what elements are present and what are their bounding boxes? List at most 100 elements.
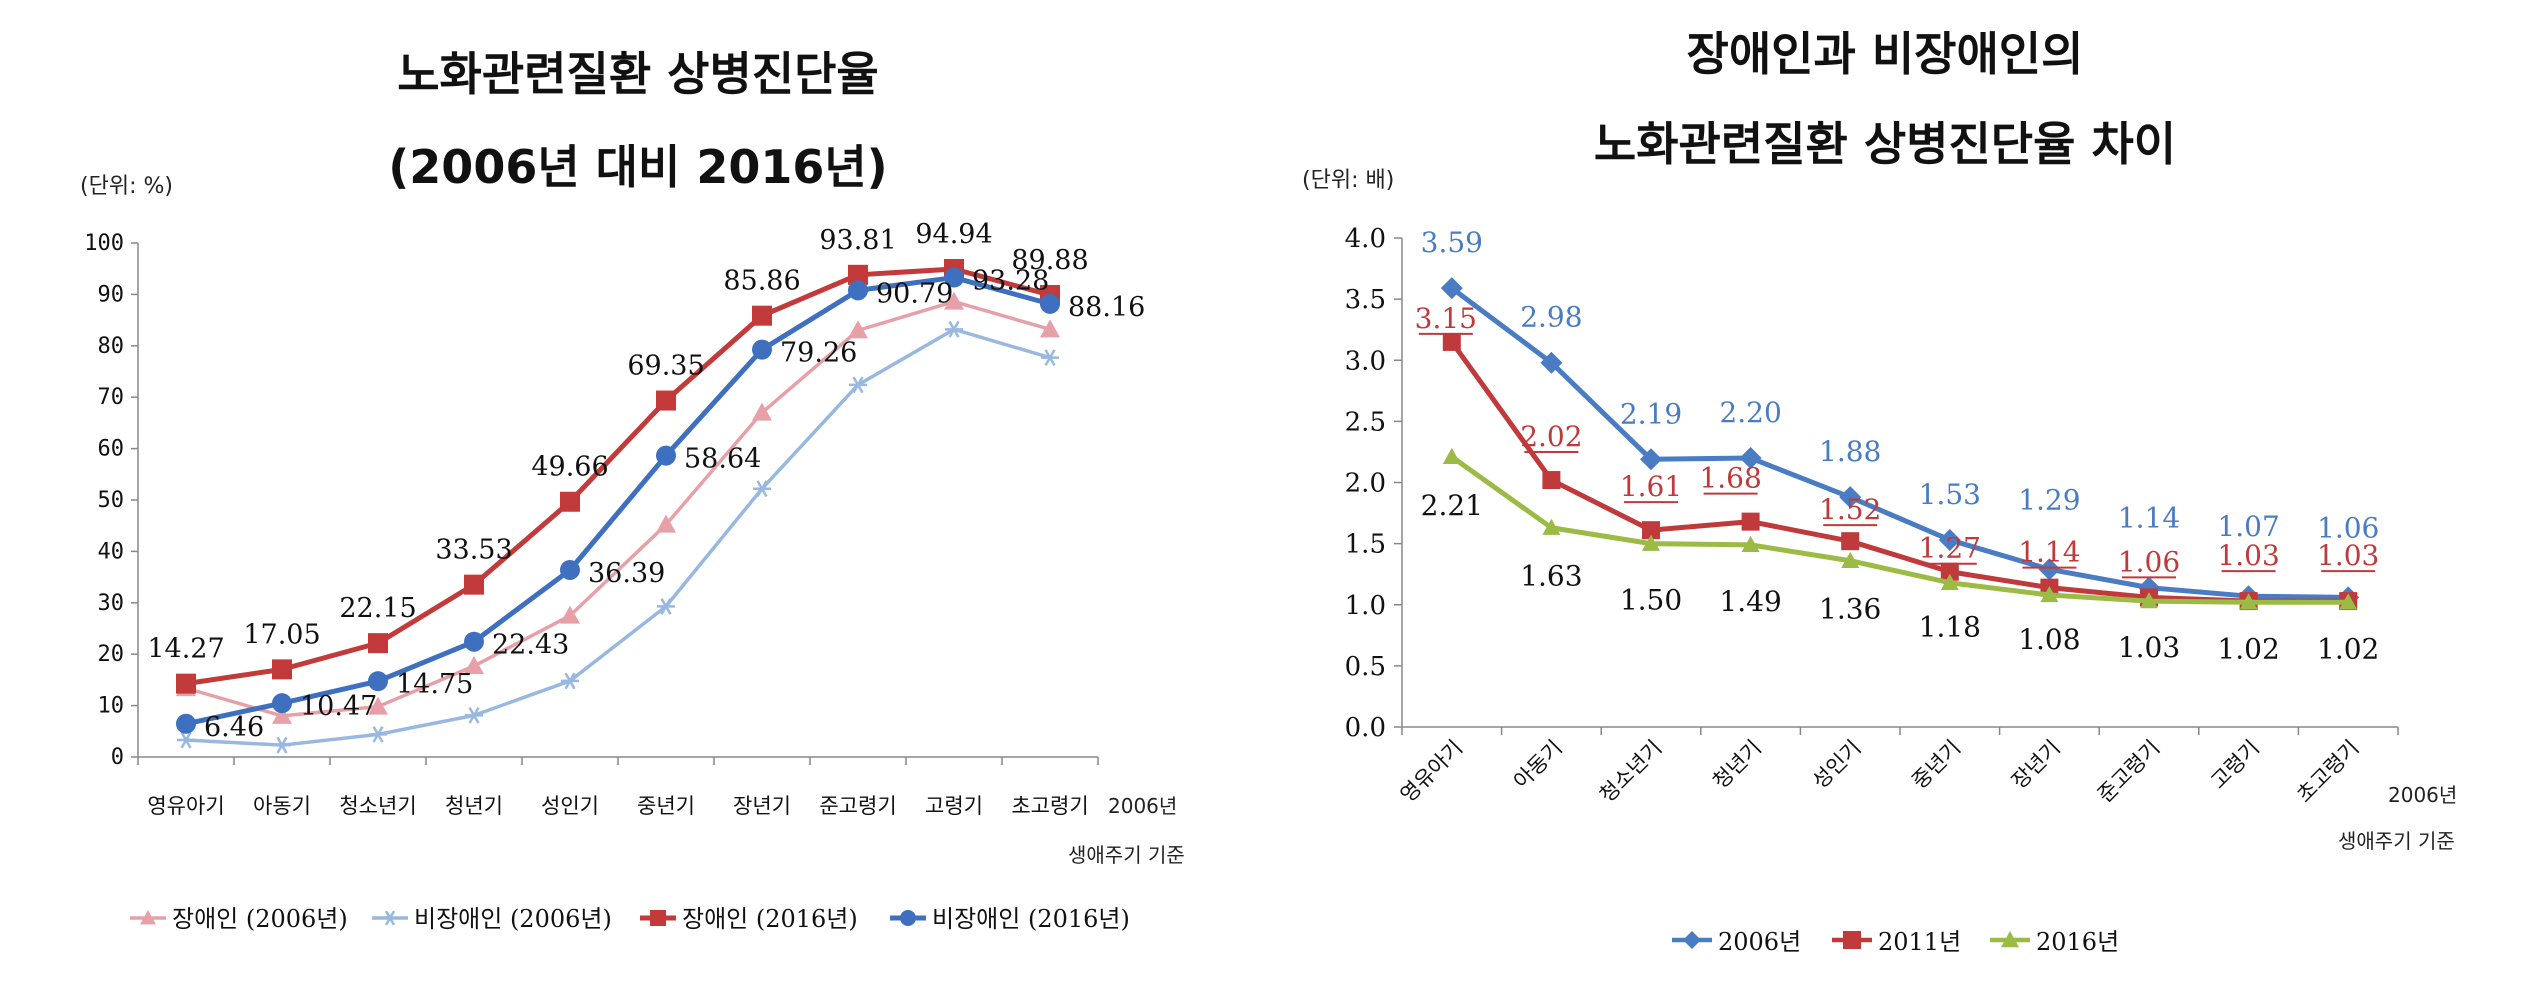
left-point-marker: [272, 705, 292, 724]
right-chart-unit: (단위: 배): [1302, 168, 1394, 193]
right-data-label-2016: 2.21: [1421, 489, 1483, 522]
left-data-label-nondisabled-2016: 6.46: [204, 712, 264, 743]
left-data-label-disabled-2016: 14.27: [147, 634, 224, 665]
left-chart: 0 10 20 30 40 50 60 70 80 90 100 영유아기 아동기 청소년기 청년기 성인기 중…: [84, 219, 1185, 933]
right-data-label-2006: 1.88: [1819, 435, 1881, 468]
left-data-label-nondisabled-2016: 58.64: [684, 444, 761, 475]
left-chart-title: 노화관련질환 상병진단율: [397, 47, 879, 101]
right-point-marker: [1542, 518, 1561, 535]
right-point-marker: [1542, 471, 1561, 490]
right-chart-subtitle: 노화관련질환 상병진단율 차이: [1594, 117, 2176, 171]
right-point-marker: [2339, 593, 2358, 610]
left-point-marker: [1041, 349, 1059, 367]
left-data-label-nondisabled-2016: 14.75: [396, 669, 473, 700]
left-point-marker: [272, 693, 292, 714]
left-series-line: [185, 275, 1051, 727]
left-series-1: [177, 320, 1059, 754]
right-x-tick-label: 아동기: [1509, 736, 1567, 794]
left-legend-label: 비장애인 (2006년): [414, 905, 612, 933]
right-data-label-2016: 1.02: [2217, 632, 2279, 665]
left-x-tick-label: 영유아기: [147, 794, 224, 818]
left-point-marker: [656, 445, 676, 466]
right-data-label-2011: 1.03: [2317, 539, 2379, 572]
left-legend-label: 장애인 (2006년): [172, 905, 348, 933]
right-point-marker: [1442, 332, 1461, 351]
right-x-tick-label: 청년기: [1708, 736, 1766, 794]
left-data-label-disabled-2016: 94.94: [915, 219, 992, 250]
right-y-tick-label: 1.0: [1345, 591, 1386, 621]
right-x-tick-label: 장년기: [2007, 736, 2065, 794]
left-data-label-disabled-2016: 85.86: [723, 266, 800, 297]
right-chart-title: 장애인과 비장애인의: [1687, 27, 2084, 81]
left-data-label-nondisabled-2016: 88.16: [1068, 292, 1145, 323]
right-series-line: [1450, 454, 2349, 605]
right-point-marker: [1940, 562, 1959, 581]
right-data-label-2016: 1.08: [2018, 623, 2080, 656]
right-y-tick-label: 2.5: [1345, 407, 1386, 437]
left-point-marker: [657, 597, 675, 615]
right-data-label-2011: 2.02: [1520, 420, 1582, 453]
left-point-marker: [176, 673, 196, 694]
right-point-marker: [2140, 592, 2158, 609]
left-x-tick-label: 고령기: [925, 794, 983, 818]
left-data-label-nondisabled-2016: 79.26: [780, 338, 857, 369]
right-data-label-2011: 1.52: [1819, 493, 1881, 526]
right-data-label-2006: 1.07: [2217, 510, 2279, 543]
right-data-label-2016: 1.36: [1819, 593, 1881, 626]
right-point-marker: [1642, 521, 1660, 540]
right-x-tick-label: 성인기: [1808, 736, 1866, 794]
right-point-marker: [1839, 486, 1862, 509]
right-data-label-2016: 1.02: [2317, 632, 2379, 665]
right-point-marker: [1442, 447, 1461, 465]
left-data-label-disabled-2016: 69.35: [627, 351, 704, 382]
left-point-marker: [945, 320, 963, 338]
right-series-line: [1450, 286, 2349, 600]
left-y-tick-label: 0: [111, 745, 124, 770]
right-point-marker: [2239, 593, 2258, 610]
left-legend: 장애인 (2006년) 비장애인 (2006년) 장애인 (2016년) 비장애인 (…: [130, 905, 1130, 933]
left-point-marker: [560, 491, 580, 512]
left-series-line: [185, 327, 1051, 747]
right-data-label-2016: 1.18: [1919, 611, 1981, 644]
left-x-tick-label: 청년기: [445, 794, 503, 818]
right-y-tick-label: 3.5: [1345, 285, 1386, 315]
right-data-label-2011: 3.15: [1415, 302, 1477, 335]
left-point-marker: [752, 339, 772, 360]
left-point-marker: [368, 671, 388, 692]
right-x-tick-label: 중년기: [1907, 736, 1965, 794]
left-y-tick-label: 50: [98, 488, 125, 513]
left-series-line: [185, 299, 1051, 718]
left-legend-label: 장애인 (2016년): [682, 905, 858, 933]
left-chart-subtitle: (2006년 대비 2016년): [388, 140, 887, 194]
left-point-marker: [464, 574, 484, 595]
right-x-tick-label: 준고령기: [2093, 736, 2165, 808]
left-x-tick-label: 청소년기: [339, 794, 416, 818]
left-point-marker: [1040, 293, 1060, 314]
left-y-tick-label: 30: [98, 591, 125, 616]
left-point-marker: [1040, 319, 1060, 338]
right-data-label-2016: 1.03: [2118, 631, 2180, 664]
right-y-tick-label: 4.0: [1345, 224, 1386, 254]
right-point-marker: [1741, 535, 1760, 553]
right-y-tick-label: 0.5: [1345, 652, 1386, 682]
right-data-label-2011: 1.06: [2118, 545, 2180, 578]
left-point-marker: [560, 605, 580, 624]
left-y-tick-label: 100: [84, 231, 124, 256]
left-legend-marker: [900, 910, 916, 926]
left-y-tick-label: 90: [98, 282, 125, 307]
left-series-line: [185, 266, 1051, 687]
left-point-marker: [848, 264, 868, 285]
right-y-tick-label: 1.5: [1345, 530, 1386, 560]
left-data-label-disabled-2016: 93.81: [819, 225, 896, 256]
right-legend-label: 2006년: [1718, 928, 1801, 956]
right-legend-marker: [2001, 931, 2019, 948]
left-legend-label: 비장애인 (2016년): [932, 905, 1130, 933]
right-point-marker: [1741, 512, 1760, 531]
right-data-label-2011: 1.03: [2217, 539, 2279, 572]
left-y-tick-label: 60: [98, 437, 125, 462]
left-legend-marker: [140, 910, 156, 925]
right-data-label-2006: 2.20: [1719, 396, 1781, 429]
right-point-marker: [1640, 448, 1662, 471]
left-point-marker: [464, 631, 484, 652]
right-legend-marker: [1843, 931, 1861, 949]
